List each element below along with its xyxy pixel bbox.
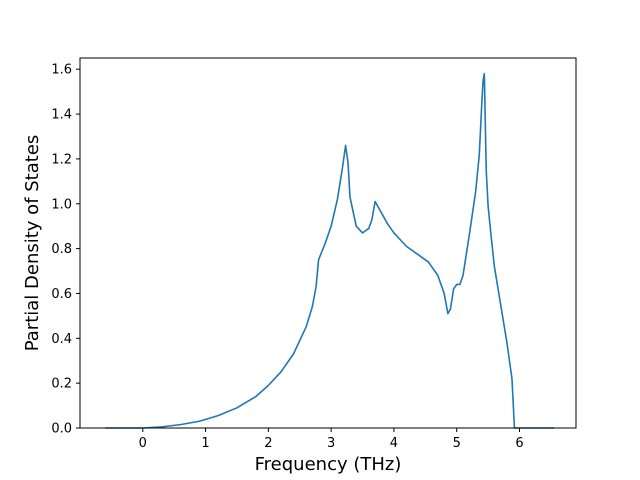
x-tick-label: 4: [390, 436, 398, 451]
x-tick-label: 2: [264, 436, 272, 451]
y-tick-label: 1.2: [51, 152, 72, 167]
x-tick-label: 5: [453, 436, 461, 451]
y-tick-label: 0.6: [51, 287, 72, 302]
ticks-layer: 0 1 2 3 4 5 6 0.0 0.2 0.4 0.6 0.8 1.0 1.2 1.4 1.6: [51, 63, 523, 451]
x-tick-label: 6: [515, 436, 523, 451]
plot-frame: [79, 57, 577, 429]
y-tick-label: 0.0: [51, 422, 72, 437]
y-tick-label: 0.8: [51, 242, 72, 257]
x-axis-label: Frequency (THz): [255, 454, 402, 475]
y-tick-label: 0.4: [51, 332, 72, 347]
x-tick-label: 3: [327, 436, 335, 451]
y-tick-label: 1.4: [51, 108, 72, 123]
y-tick-label: 1.6: [51, 63, 72, 78]
y-axis-label: Partial Density of States: [22, 135, 43, 352]
x-tick-label: 1: [201, 436, 209, 451]
y-tick-label: 1.0: [51, 197, 72, 212]
y-tick-label: 0.2: [51, 377, 72, 392]
x-tick-label: 0: [139, 436, 147, 451]
pdos-series-line: [105, 72, 555, 429]
